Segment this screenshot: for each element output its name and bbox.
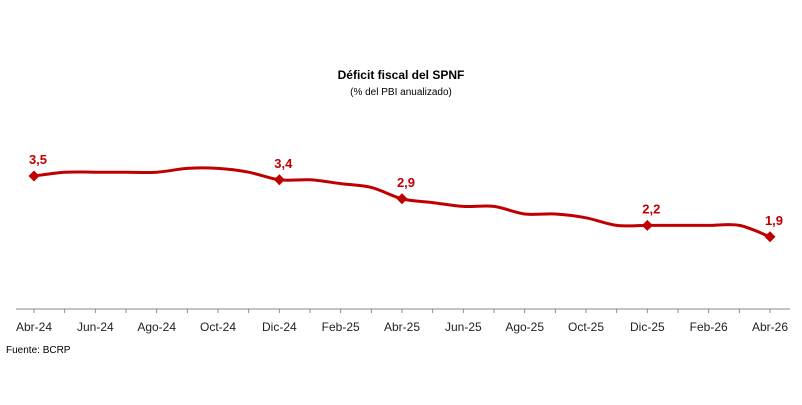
data-point-marker: [396, 193, 408, 205]
x-tick-label: Ago-25: [505, 320, 544, 334]
x-tick-label: Abr-25: [384, 320, 420, 334]
x-tick-label: Oct-24: [200, 320, 236, 334]
data-point-marker: [641, 219, 653, 231]
data-point-marker: [764, 231, 776, 243]
source-note: Fuente: BCRP: [6, 345, 71, 356]
data-label: 3,4: [274, 156, 293, 171]
x-tick-label: Oct-25: [568, 320, 604, 334]
data-label: 2,9: [397, 175, 415, 190]
x-axis: Abr-24 Jun-24 Ago-24 Oct-24 Dic-24 Feb-25 Abr-…: [16, 308, 790, 334]
data-labels: 3,5 3,4 2,9 2,2 1,9: [29, 152, 783, 228]
x-tick-label: Feb-25: [322, 320, 360, 334]
data-point-marker: [28, 170, 40, 182]
data-markers: [28, 170, 776, 243]
x-tick-label: Feb-26: [690, 320, 728, 334]
x-tick-label: Dic-25: [630, 320, 665, 334]
x-tick-label: Abr-26: [752, 320, 788, 334]
data-point-marker: [273, 174, 285, 186]
chart-title: Déficit fiscal del SPNF: [337, 68, 465, 82]
data-label: 2,2: [642, 201, 660, 216]
x-ticks: Abr-24 Jun-24 Ago-24 Oct-24 Dic-24 Feb-25 Abr-…: [16, 309, 788, 334]
x-tick-label: Dic-24: [262, 320, 297, 334]
x-tick-label: Ago-24: [137, 320, 176, 334]
data-label: 1,9: [765, 213, 783, 228]
chart-subtitle: (% del PBI anualizado): [350, 87, 452, 98]
x-tick-label: Jun-25: [445, 320, 482, 334]
x-tick-label: Abr-24: [16, 320, 52, 334]
x-tick-label: Jun-24: [77, 320, 114, 334]
data-label: 3,5: [29, 152, 47, 167]
